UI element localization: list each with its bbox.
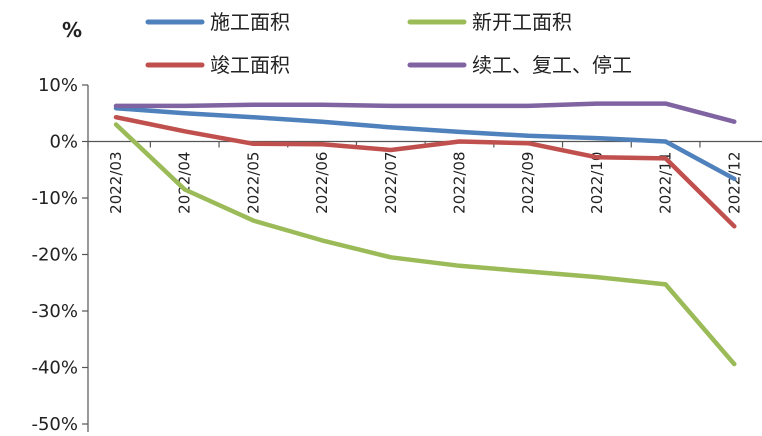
x-tick-label: 2022/09: [519, 152, 537, 214]
x-tick-label: 2022/05: [244, 152, 262, 214]
legend-label: 竣工面积: [210, 53, 290, 77]
x-tick-label: 2022/11: [657, 152, 675, 214]
series-line: [113, 114, 737, 229]
y-tick-label: -30%: [31, 301, 78, 322]
y-tick-label: -20%: [31, 245, 78, 266]
series-lines: [113, 101, 737, 367]
x-tick-label: 2022/04: [176, 152, 194, 214]
x-tick-label: 2022/06: [313, 152, 331, 214]
y-tick-label: 0%: [49, 132, 78, 153]
x-axis: 2022/03 2022/04 2022/05 2022/06 2022/07 2022/…: [87, 140, 762, 214]
y-axis: 10% 0% -10% -20% -30% -40% -50%: [31, 75, 89, 435]
legend-label: 续工、复工、停工: [472, 53, 632, 77]
x-tick-label: 2022/07: [382, 152, 400, 214]
y-tick-label: 10%: [38, 75, 78, 96]
series-line: [113, 105, 737, 182]
y-unit-label: %: [62, 18, 82, 42]
legend-label: 施工面积: [210, 10, 290, 34]
series-line: [113, 122, 737, 367]
y-tick-label: -50%: [31, 414, 78, 432]
x-tick-label: 2022/10: [588, 152, 606, 214]
legend-label: 新开工面积: [472, 10, 572, 34]
y-tick-label: -10%: [31, 188, 78, 209]
x-tick-label: 2022/08: [451, 152, 469, 214]
y-tick-label: -40%: [31, 358, 78, 379]
x-tick-label: 2022/03: [107, 152, 125, 214]
series-line: [113, 101, 737, 124]
x-tick-label: 2022/12: [725, 152, 743, 214]
